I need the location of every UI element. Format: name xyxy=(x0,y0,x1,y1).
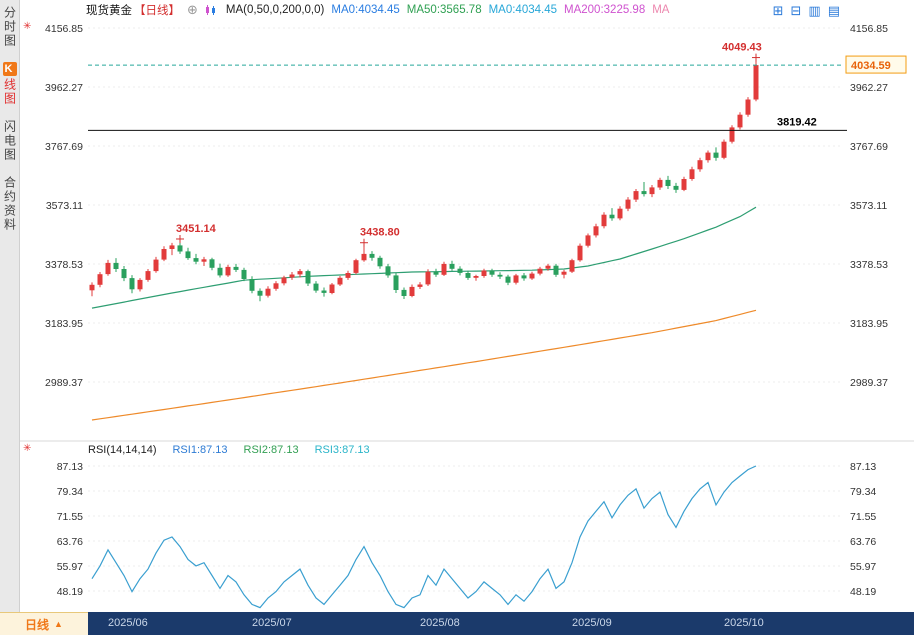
ma-legend-value: MA50:3565.78 xyxy=(406,4,482,16)
date-label: 2025/07 xyxy=(252,617,292,629)
svg-text:3451.14: 3451.14 xyxy=(176,223,217,235)
sidebar-item-label: 分时图 xyxy=(2,6,17,48)
sidebar-item-time-chart[interactable]: 分时图 xyxy=(1,6,19,48)
period-tag: 【日线】 xyxy=(134,5,180,17)
pane-marker-icon[interactable]: ✳ xyxy=(23,443,32,454)
candlestick-chart[interactable]: 4156.85 4156.85 3962.27 3962.27 3767.69 3767.… xyxy=(20,20,914,612)
layout-rows-icon[interactable]: ▥ xyxy=(808,2,821,18)
indicator-icon xyxy=(205,4,217,16)
svg-text:87.13: 87.13 xyxy=(57,461,83,473)
period-selector[interactable]: 日线 ▲ xyxy=(0,612,88,635)
svg-text:3378.53: 3378.53 xyxy=(850,259,888,271)
date-label: 2025/10 xyxy=(724,617,764,629)
svg-text:87.13: 87.13 xyxy=(850,461,876,473)
sidebar-item-label: 闪电图 xyxy=(2,120,17,162)
ma-legend-value: MA0:4034.45 xyxy=(488,4,558,16)
svg-text:3962.27: 3962.27 xyxy=(850,82,888,94)
ma-formula: MA(0,50,0,200,0,0) xyxy=(225,4,325,16)
date-label: 2025/08 xyxy=(420,617,460,629)
svg-text:4034.59: 4034.59 xyxy=(851,60,891,72)
svg-text:2989.37: 2989.37 xyxy=(850,377,888,389)
svg-text:63.76: 63.76 xyxy=(850,536,876,548)
svg-text:2989.37: 2989.37 xyxy=(45,377,83,389)
svg-text:3962.27: 3962.27 xyxy=(45,82,83,94)
svg-text:79.34: 79.34 xyxy=(850,486,876,498)
rsi-legend-value: RSI1:87.13 xyxy=(172,444,228,456)
svg-text:48.19: 48.19 xyxy=(850,586,876,598)
period-label: 日线 xyxy=(25,617,50,632)
pane-marker-icon[interactable]: ✳ xyxy=(23,21,32,32)
sidebar-item-contract-info[interactable]: 合约资料 xyxy=(1,176,19,232)
svg-text:55.97: 55.97 xyxy=(850,561,876,573)
sidebar: 分时图 K 线图 闪电图 合约资料 xyxy=(0,0,20,612)
svg-text:3183.95: 3183.95 xyxy=(45,318,83,330)
svg-text:3767.69: 3767.69 xyxy=(45,141,83,153)
svg-text:3767.69: 3767.69 xyxy=(850,141,888,153)
timeline-bar: 日线 ▲ 2025/06 2025/07 2025/08 2025/09 2025/10 xyxy=(0,612,914,635)
layout-columns-icon[interactable]: ▤ xyxy=(827,2,840,18)
rsi-legend: RSI(14,14,14) RSI1:87.13 RSI2:87.13 RSI3… xyxy=(88,444,370,456)
chart-header: 现货黄金 【日线】 ⊕ MA(0,50,0,200,0,0) MA0:4034.4… xyxy=(20,0,914,20)
date-label: 2025/06 xyxy=(108,617,148,629)
svg-text:3438.80: 3438.80 xyxy=(360,227,400,239)
date-label: 2025/09 xyxy=(572,617,612,629)
layout-grid-icon[interactable]: ⊞ xyxy=(772,2,784,18)
ma-legend-value: MA200:3225.98 xyxy=(564,4,646,16)
svg-text:3183.95: 3183.95 xyxy=(850,318,888,330)
add-icon[interactable]: ⊕ xyxy=(187,2,198,17)
svg-text:4156.85: 4156.85 xyxy=(850,23,888,35)
svg-text:55.97: 55.97 xyxy=(57,561,83,573)
svg-text:4049.43: 4049.43 xyxy=(722,42,762,54)
sidebar-item-label: 合约资料 xyxy=(2,176,17,232)
sidebar-item-label: 线图 xyxy=(2,78,17,106)
svg-text:3378.53: 3378.53 xyxy=(45,259,83,271)
svg-text:4156.85: 4156.85 xyxy=(45,23,83,35)
layout-split-icon[interactable]: ⊟ xyxy=(790,2,802,18)
rsi-legend-value: RSI3:87.13 xyxy=(314,444,370,456)
sidebar-item-kline-chart[interactable]: K 线图 xyxy=(1,62,19,106)
ma-legend-value: MA0:4034.45 xyxy=(331,4,400,16)
ma-legend-value: MA xyxy=(652,4,670,16)
svg-text:3573.11: 3573.11 xyxy=(46,200,83,212)
svg-text:3819.42: 3819.42 xyxy=(777,116,817,128)
svg-text:71.55: 71.55 xyxy=(850,511,876,523)
svg-text:3573.11: 3573.11 xyxy=(850,200,887,212)
svg-text:48.19: 48.19 xyxy=(57,586,83,598)
svg-text:71.55: 71.55 xyxy=(57,511,83,523)
rsi-legend-value: RSI2:87.13 xyxy=(243,444,299,456)
svg-text:79.34: 79.34 xyxy=(57,486,83,498)
kline-badge: K xyxy=(2,62,17,76)
svg-text:63.76: 63.76 xyxy=(57,536,83,548)
chevron-up-icon: ▲ xyxy=(54,619,63,629)
date-axis: 2025/06 2025/07 2025/08 2025/09 2025/10 xyxy=(88,612,914,635)
rsi-title: RSI(14,14,14) xyxy=(88,444,157,456)
symbol-name: 现货黄金 xyxy=(86,5,132,17)
sidebar-item-lightning-chart[interactable]: 闪电图 xyxy=(1,120,19,162)
